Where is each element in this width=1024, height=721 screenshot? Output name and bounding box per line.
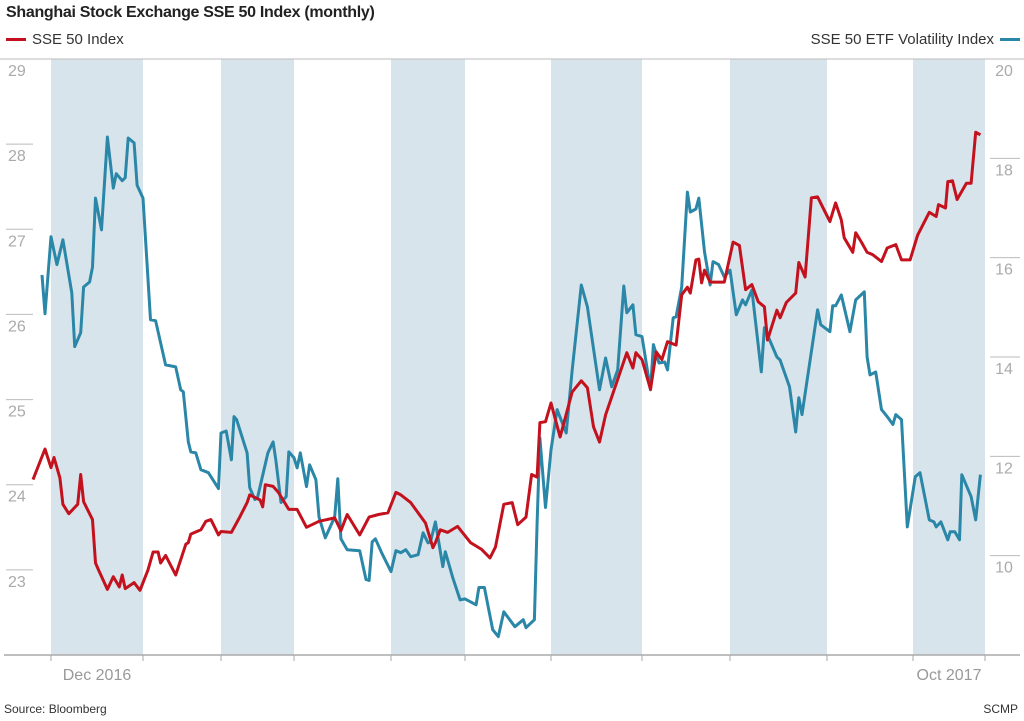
left-axis-tick-label: 26 bbox=[8, 318, 26, 335]
left-axis-tick-label: 24 bbox=[8, 489, 26, 506]
right-axis-tick-label: 18 bbox=[995, 162, 1013, 179]
left-axis-tick-label: 27 bbox=[8, 233, 26, 250]
shaded-month-band bbox=[391, 59, 465, 655]
right-axis-tick-label: 12 bbox=[995, 460, 1013, 477]
x-axis-tick-label: Oct 2017 bbox=[917, 667, 982, 684]
chart-title: Shanghai Stock Exchange SSE 50 Index (mo… bbox=[6, 4, 375, 21]
legend-sse50: SSE 50 Index bbox=[6, 31, 124, 48]
shaded-month-band bbox=[221, 59, 294, 655]
legend-swatch-red bbox=[6, 38, 26, 41]
legend-label-volatility: SSE 50 ETF Volatility Index bbox=[810, 31, 994, 48]
credit: SCMP bbox=[983, 702, 1018, 716]
x-axis-tick-label: Dec 2016 bbox=[63, 667, 132, 684]
source-note: Source: Bloomberg bbox=[4, 702, 107, 716]
right-axis-tick-label: 14 bbox=[995, 361, 1013, 378]
right-axis-tick-label: 16 bbox=[995, 262, 1013, 279]
right-axis-tick-label: 10 bbox=[995, 560, 1013, 577]
left-axis-tick-label: 28 bbox=[8, 148, 26, 165]
series-line-sse50-index bbox=[31, 130, 982, 592]
left-axis-tick-label: 25 bbox=[8, 404, 26, 421]
left-axis-tick-label: 23 bbox=[8, 574, 26, 591]
legend-volatility: SSE 50 ETF Volatility Index bbox=[811, 31, 1020, 48]
legend-label-sse50: SSE 50 Index bbox=[32, 31, 124, 48]
legend-swatch-blue bbox=[1000, 38, 1020, 41]
right-axis-tick-label: 20 bbox=[995, 63, 1013, 80]
left-axis-tick-label: 29 bbox=[8, 63, 26, 80]
